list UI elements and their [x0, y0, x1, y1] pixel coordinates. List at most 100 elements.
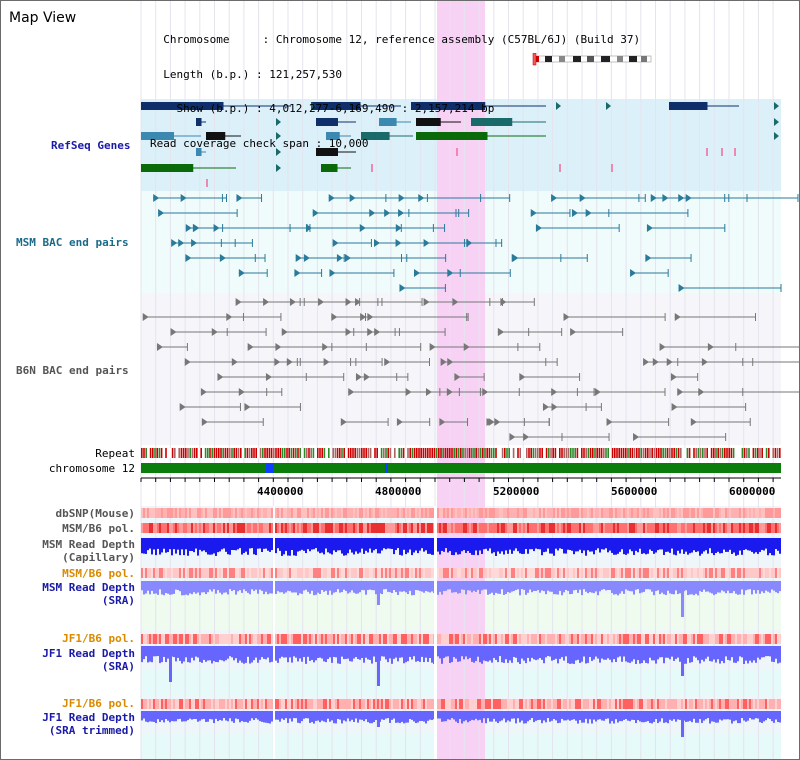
jf1-pol2-mark — [157, 699, 159, 709]
dbsnp-mark — [393, 508, 395, 518]
jf1-pol2-mark — [553, 699, 555, 709]
msm-pol2-mark — [157, 568, 159, 578]
jf1-trim-depth — [705, 711, 707, 720]
repeat-mark — [526, 448, 528, 458]
msm-pol-mark — [261, 523, 263, 533]
msm-pol-mark — [639, 523, 641, 533]
jf1-pol2-mark — [171, 699, 173, 709]
chromosome-ideogram[interactable] — [529, 53, 653, 67]
msm-capillary-depth — [319, 538, 321, 554]
msm-pol2-mark — [639, 568, 641, 578]
jf1-sra-depth — [589, 646, 591, 657]
msm-capillary-depth — [285, 538, 287, 551]
track-label-msm-bac[interactable]: MSM BAC end pairs — [16, 236, 129, 249]
dbsnp-mark — [669, 508, 671, 518]
dbsnp-mark — [455, 508, 457, 518]
msm-pol-mark — [719, 523, 721, 533]
jf1-trim-depth — [735, 711, 737, 721]
track-label-jf1-depth-trimmed[interactable]: JF1 Read Depth (SRA trimmed) — [1, 711, 135, 737]
msm-pol-mark — [323, 523, 325, 533]
jf1-sra-depth — [279, 646, 281, 659]
jf1-trim-depth — [749, 711, 751, 719]
track-label-refseq[interactable]: RefSeq Genes — [51, 139, 131, 152]
msm-pol2-mark — [201, 568, 203, 578]
jf1-sra-depth — [329, 646, 331, 658]
jf1-sra-depth-spike — [169, 646, 172, 682]
repeat-mark — [160, 448, 163, 458]
track-label-jf1-pol-2[interactable]: JF1/B6 pol. — [62, 697, 135, 710]
jf1-sra-depth — [145, 646, 147, 657]
jf1-sra-depth — [277, 646, 279, 663]
msm-pol2-mark — [141, 568, 143, 578]
msm-capillary-depth — [675, 538, 677, 556]
ruler-tick-label: 5600000 — [611, 485, 658, 498]
track-label-dbsnp[interactable]: dbSNP(Mouse) — [55, 507, 135, 520]
msm-capillary-depth — [363, 538, 365, 554]
msm-capillary-depth — [335, 538, 337, 553]
jf1-trim-depth — [557, 711, 559, 724]
dbsnp-mark — [673, 508, 675, 518]
jf1-pol2-mark — [451, 699, 453, 709]
msm-pol2-mark — [751, 568, 753, 578]
msm-pol2-mark — [225, 568, 227, 578]
jf1-sra-depth — [517, 646, 519, 663]
msm-pol2-mark — [357, 568, 359, 578]
msm-pol2-mark — [185, 568, 187, 578]
msm-capillary-depth — [249, 538, 251, 549]
jf1-pol2-mark — [279, 699, 281, 709]
msm-sra-depth — [581, 581, 583, 596]
repeat-mark — [182, 448, 185, 458]
jf1-trim-depth — [173, 711, 175, 722]
jf1-pol-mark — [401, 634, 403, 644]
track-label-msm-depth-capillary[interactable]: MSM Read Depth (Capillary) — [1, 538, 135, 564]
b6n-bac-pair-end — [519, 373, 526, 381]
track-label-b6n-bac[interactable]: B6N BAC end pairs — [16, 364, 129, 377]
msm-pol-mark — [237, 523, 239, 533]
jf1-pol2-mark — [545, 699, 547, 709]
track-label-msm-b6-pol[interactable]: MSM/B6 pol. — [62, 522, 135, 535]
jf1-pol-mark — [477, 634, 479, 644]
jf1-trim-depth — [697, 711, 699, 723]
jf1-pol2-mark — [739, 699, 741, 709]
jf1-pol-mark — [345, 634, 347, 644]
msm-pol-mark — [551, 523, 553, 533]
msm-sra-depth — [713, 581, 715, 596]
dbsnp-mark — [225, 508, 227, 518]
dbsnp-mark — [769, 508, 771, 518]
repeat-mark — [303, 448, 306, 458]
msm-pol2-mark — [295, 568, 297, 578]
jf1-pol2-mark — [511, 699, 513, 709]
msm-pol2-mark — [329, 568, 331, 578]
msm-pol-mark — [631, 523, 633, 533]
msm-sra-depth — [425, 581, 427, 592]
track-label-jf1-depth-sra[interactable]: JF1 Read Depth (SRA) — [1, 647, 135, 673]
msm-pol-mark — [393, 523, 395, 533]
msm-pol2-mark — [263, 568, 265, 578]
jf1-trim-depth — [337, 711, 339, 720]
dbsnp-mark — [445, 508, 447, 518]
msm-pol-mark — [207, 523, 209, 533]
msm-sra-depth — [469, 581, 471, 591]
repeat-mark — [697, 448, 700, 458]
msm-pol2-mark — [635, 568, 637, 578]
msm-pol2-mark — [335, 568, 337, 578]
jf1-trim-depth — [541, 711, 543, 724]
msm-sra-depth — [543, 581, 545, 592]
jf1-pol2-mark — [265, 699, 267, 709]
track-label-msm-b6-pol-2[interactable]: MSM/B6 pol. — [62, 567, 135, 580]
msm-pol2-mark — [443, 568, 445, 578]
msm-capillary-depth — [181, 538, 183, 550]
msm-capillary-depth — [247, 538, 249, 555]
jf1-trim-depth — [181, 711, 183, 722]
msm-capillary-depth — [547, 538, 549, 549]
jf1-pol-mark — [625, 634, 627, 644]
repeat-mark — [774, 448, 777, 458]
track-label-msm-depth-sra[interactable]: MSM Read Depth (SRA) — [1, 581, 135, 607]
repeat-mark — [435, 448, 438, 458]
track-label-jf1-pol[interactable]: JF1/B6 pol. — [62, 632, 135, 645]
msm-pol-mark — [329, 523, 331, 533]
repeat-mark — [273, 448, 275, 458]
jf1-trim-depth — [459, 711, 461, 720]
track-label-chromosome: chromosome 12 — [48, 462, 135, 475]
